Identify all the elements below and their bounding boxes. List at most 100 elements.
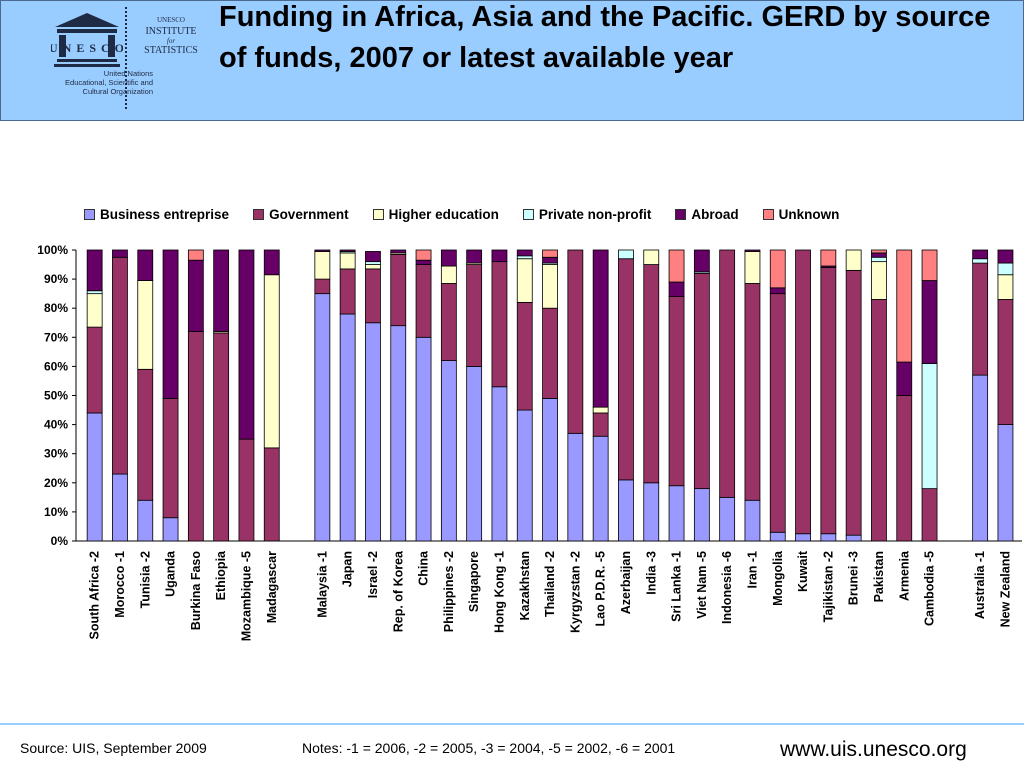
bar-segment bbox=[592, 412, 609, 437]
bar-segment bbox=[845, 269, 862, 536]
bar-segment bbox=[744, 251, 761, 284]
bar-segment bbox=[972, 249, 989, 260]
bar-segment bbox=[744, 283, 761, 501]
bar-segment bbox=[997, 249, 1014, 264]
bar-segment bbox=[263, 447, 280, 542]
bar-segment bbox=[997, 274, 1014, 300]
bar-segment bbox=[693, 272, 710, 490]
y-tick-label: 60% bbox=[44, 359, 68, 373]
x-tick-label: Japan bbox=[341, 551, 355, 587]
bar-segment bbox=[871, 261, 887, 300]
bar-segment bbox=[542, 249, 558, 258]
bar-segment bbox=[643, 249, 660, 265]
bar-segment bbox=[137, 368, 154, 501]
bar-segment bbox=[339, 313, 356, 542]
bar-segment bbox=[516, 258, 533, 303]
bar-segment bbox=[871, 299, 887, 542]
x-tick-label: India -3 bbox=[644, 551, 658, 595]
bar-segment bbox=[365, 251, 381, 263]
chart-legend: Business entreprise Government Higher ed… bbox=[84, 205, 863, 223]
x-tick-label: Viet Nam -5 bbox=[695, 551, 709, 619]
bar-segment bbox=[263, 274, 280, 449]
bar-segment bbox=[871, 249, 887, 254]
legend-item: Abroad bbox=[675, 205, 739, 223]
x-tick-label: Burkina Faso bbox=[189, 551, 203, 631]
bar-segment bbox=[693, 488, 710, 542]
x-tick-label: Indonesia -6 bbox=[720, 551, 734, 624]
legend-swatch bbox=[675, 208, 687, 220]
bar-segment bbox=[567, 432, 584, 542]
y-tick-label: 10% bbox=[44, 505, 68, 519]
bar-segment bbox=[263, 249, 280, 276]
bar-segment bbox=[972, 262, 989, 376]
bar-segment bbox=[365, 268, 381, 324]
bar-segment bbox=[643, 264, 660, 484]
x-tick-label: Kuwait bbox=[796, 550, 810, 592]
bar-segment bbox=[137, 249, 154, 281]
legend-item: Private non-profit bbox=[522, 205, 652, 223]
x-tick-label: Malaysia -1 bbox=[315, 551, 329, 618]
footer-divider bbox=[0, 723, 1024, 725]
bar-segment bbox=[466, 249, 483, 264]
bar-segment bbox=[112, 256, 128, 475]
org-line: Cultural Organization bbox=[82, 87, 153, 96]
bar-segment bbox=[339, 268, 356, 315]
y-tick-label: 40% bbox=[44, 418, 68, 432]
notes-text: Notes: -1 = 2006, -2 = 2005, -3 = 2004, … bbox=[302, 740, 676, 756]
bar-segment bbox=[542, 307, 558, 399]
bar-segment bbox=[415, 259, 432, 265]
legend-label: Private non-profit bbox=[538, 206, 652, 222]
bar-segment bbox=[314, 249, 331, 252]
x-tick-label: Thailand -2 bbox=[543, 551, 557, 617]
bar-segment bbox=[365, 322, 381, 542]
uis-line: STATISTICS bbox=[144, 45, 198, 56]
bar-segment bbox=[86, 249, 103, 292]
bar-segment bbox=[516, 249, 533, 257]
website-link[interactable]: www.uis.unesco.org bbox=[780, 738, 967, 761]
x-tick-label: Brunei -3 bbox=[847, 551, 861, 605]
x-tick-label: Kyrgyzstan -2 bbox=[568, 551, 582, 633]
legend-swatch bbox=[522, 208, 534, 220]
bar-segment bbox=[618, 479, 634, 542]
bar-segment bbox=[896, 361, 913, 396]
bar-segment bbox=[415, 336, 432, 542]
bar-segment bbox=[213, 332, 230, 542]
x-tick-label: Singapore bbox=[467, 551, 481, 612]
x-tick-label: Philippines -2 bbox=[442, 551, 456, 632]
bar-segment bbox=[668, 296, 685, 487]
bar-segment bbox=[592, 406, 609, 414]
bar-segment bbox=[162, 249, 179, 399]
bar-segment bbox=[820, 249, 837, 267]
bar-segment bbox=[339, 252, 356, 270]
bar-segment bbox=[896, 249, 913, 363]
bar-segment bbox=[491, 249, 508, 263]
bar-segment bbox=[769, 287, 786, 295]
x-tick-label: Mongolia bbox=[771, 550, 785, 606]
x-tick-label: South Africa -2 bbox=[88, 551, 102, 639]
bar-segment bbox=[769, 531, 786, 542]
bar-segment bbox=[86, 326, 103, 414]
bar-segment bbox=[112, 473, 128, 542]
x-tick-label: Azerbaijan bbox=[619, 551, 633, 614]
bar-segment bbox=[516, 301, 533, 411]
bar-segment bbox=[238, 249, 255, 440]
bar-segment bbox=[491, 261, 508, 388]
stacked-bar-chart: 0% 10% 20% 30% 40% 50% 60% 70% 80% 90% 100% South A… bbox=[37, 243, 1022, 641]
bar-segment bbox=[112, 249, 128, 258]
legend-label: Government bbox=[269, 206, 349, 222]
legend-swatch bbox=[84, 208, 95, 220]
bar-segment bbox=[314, 251, 331, 280]
bar-segment bbox=[466, 365, 483, 542]
uis-line: for bbox=[166, 37, 176, 45]
y-tick-label: 20% bbox=[44, 476, 68, 490]
bar-segment bbox=[719, 249, 736, 498]
bar-segment bbox=[213, 249, 230, 332]
bar-segment bbox=[238, 438, 255, 542]
x-tick-label: Hong Kong -1 bbox=[492, 551, 506, 633]
legend-item: Government bbox=[253, 205, 349, 223]
bar-segment bbox=[592, 435, 609, 542]
x-tick-label: Lao P.D.R. -5 bbox=[594, 551, 608, 627]
legend-label: Abroad bbox=[691, 206, 739, 222]
bar-segment bbox=[542, 264, 558, 309]
y-tick-label: 30% bbox=[44, 447, 68, 461]
